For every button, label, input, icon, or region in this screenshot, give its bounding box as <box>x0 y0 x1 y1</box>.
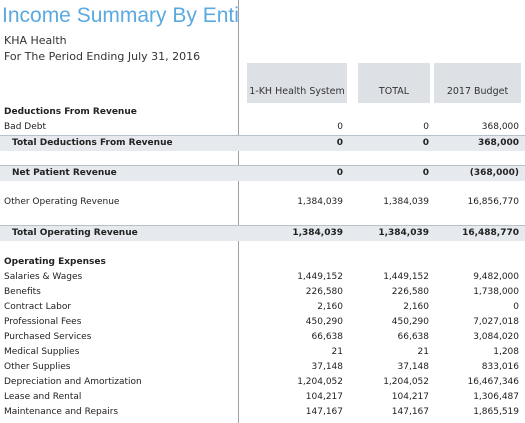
cell-value: 368,000 <box>478 138 519 148</box>
cell-value: 0 <box>513 302 519 312</box>
cell-value: 226,580 <box>305 287 343 297</box>
row-label: Benefits <box>4 287 41 297</box>
cell-value: 1,384,039 <box>297 197 343 207</box>
cell-value: 226,580 <box>391 287 429 297</box>
cell-value: 21 <box>331 347 343 357</box>
cell-value: 2,160 <box>317 302 343 312</box>
row-label: Maintenance and Repairs <box>4 407 119 417</box>
cell-value: 1,449,152 <box>383 272 429 282</box>
cell-value: 450,290 <box>305 317 343 327</box>
cell-value: 7,027,018 <box>473 317 519 327</box>
cell-value: 16,856,770 <box>467 197 519 207</box>
data-row: Contract Labor 2,160 2,160 0 <box>0 300 525 315</box>
cell-value: 0 <box>336 138 343 148</box>
data-row: Bad Debt 0 0 368,000 <box>0 120 525 135</box>
data-row: Other Operating Revenue 1,384,039 1,384,03… <box>0 195 525 210</box>
cell-value: 368,000 <box>481 122 519 132</box>
row-label: Medical Supplies <box>4 347 80 357</box>
total-row: Net Patient Revenue 0 0 (368,000) <box>0 165 525 181</box>
cell-value: 16,488,770 <box>462 228 519 238</box>
row-label: Deductions From Revenue <box>4 107 137 117</box>
row-label: Contract Labor <box>4 302 72 312</box>
cell-value: 66,638 <box>397 332 430 342</box>
entity-name: KHA Health <box>4 34 67 47</box>
row-label: Bad Debt <box>4 122 46 132</box>
cell-value: 9,482,000 <box>473 272 519 282</box>
data-row: Other Supplies 37,148 37,148 833,016 <box>0 360 525 375</box>
data-row: Professional Fees 450,290 450,290 7,027,018 <box>0 315 525 330</box>
cell-value: 1,865,519 <box>473 407 519 417</box>
cell-value: (368,000) <box>469 168 519 178</box>
cell-value: 16,467,346 <box>467 377 519 387</box>
row-label: Total Operating Revenue <box>12 228 138 238</box>
cell-value: 1,204,052 <box>297 377 343 387</box>
cell-value: 0 <box>423 122 429 132</box>
cell-value: 0 <box>337 122 343 132</box>
section-row: Operating Expenses <box>0 255 525 270</box>
row-label: Other Operating Revenue <box>4 197 120 207</box>
row-label: Net Patient Revenue <box>12 168 117 178</box>
section-row: Deductions From Revenue <box>0 105 525 120</box>
cell-value: 833,016 <box>481 362 519 372</box>
cell-value: 1,306,487 <box>473 392 519 402</box>
cell-value: 0 <box>422 138 429 148</box>
data-row: Maintenance and Repairs 147,167 147,167 1,8… <box>0 405 525 420</box>
cell-value: 147,167 <box>305 407 343 417</box>
cell-value: 147,167 <box>391 407 429 417</box>
cell-value: 1,208 <box>493 347 519 357</box>
row-label: Total Deductions From Revenue <box>12 138 173 148</box>
data-row: Medical Supplies 21 21 1,208 <box>0 345 525 360</box>
cell-value: 1,384,039 <box>378 228 429 238</box>
period-text: For The Period Ending July 31, 2016 <box>4 50 201 63</box>
cell-value: 1,738,000 <box>473 287 519 297</box>
cell-value: 21 <box>417 347 429 357</box>
row-label: Other Supplies <box>4 362 71 372</box>
row-label: Purchased Services <box>4 332 92 342</box>
cell-value: 1,204,052 <box>383 377 429 387</box>
cell-value: 37,148 <box>311 362 344 372</box>
column-header: TOTAL <box>358 63 430 103</box>
data-row: Salaries & Wages 1,449,152 1,449,152 9,482,… <box>0 270 525 285</box>
cell-value: 104,217 <box>391 392 429 402</box>
data-row: Benefits 226,580 226,580 1,738,000 <box>0 285 525 300</box>
column-header: 2017 Budget <box>434 63 521 103</box>
data-row: Depreciation and Amortization 1,204,052 1,… <box>0 375 525 390</box>
total-row: Total Deductions From Revenue 0 0 368,000 <box>0 135 525 151</box>
divider <box>238 0 239 423</box>
cell-value: 2,160 <box>403 302 429 312</box>
row-label: Lease and Rental <box>4 392 82 402</box>
row-label: Depreciation and Amortization <box>4 377 142 387</box>
cell-value: 0 <box>422 168 429 178</box>
cell-value: 104,217 <box>305 392 343 402</box>
total-row: Total Operating Revenue 1,384,039 1,384,03… <box>0 225 525 241</box>
cell-value: 1,384,039 <box>383 197 429 207</box>
row-label: Salaries & Wages <box>4 272 83 282</box>
report-title: Income Summary By Entity <box>2 4 238 27</box>
data-row: Lease and Rental 104,217 104,217 1,306,487 <box>0 390 525 405</box>
row-label: Operating Expenses <box>4 257 106 267</box>
cell-value: 37,148 <box>397 362 430 372</box>
cell-value: 66,638 <box>311 332 344 342</box>
row-label: Professional Fees <box>4 317 82 327</box>
cell-value: 1,384,039 <box>292 228 343 238</box>
cell-value: 1,449,152 <box>297 272 343 282</box>
cell-value: 450,290 <box>391 317 429 327</box>
column-header: 1-KH Health System <box>247 63 347 103</box>
data-row: Purchased Services 66,638 66,638 3,084,020 <box>0 330 525 345</box>
cell-value: 0 <box>336 168 343 178</box>
cell-value: 3,084,020 <box>473 332 519 342</box>
